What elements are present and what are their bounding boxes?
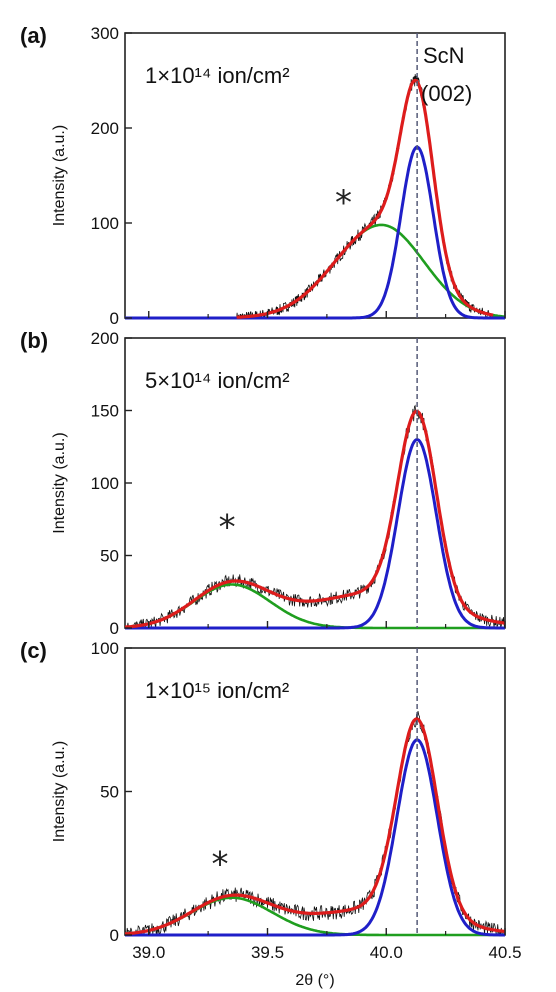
panel-0-ytick-label: 200	[91, 119, 119, 138]
panel-2-annotation-star: *	[212, 844, 229, 884]
panel-1-ytick-label: 150	[91, 402, 119, 421]
panel-2-dose-label: 1×10¹⁵ ion/cm²	[145, 678, 289, 703]
panel-1-ylabel: Intensity (a.u.)	[51, 432, 68, 533]
panel-2-xlabel: 2θ (°)	[295, 972, 334, 989]
panel-2-ylabel: Intensity (a.u.)	[51, 741, 68, 842]
panel-1-dose-label: 5×10¹⁴ ion/cm²	[145, 368, 290, 393]
panel-1-annotation-star: *	[219, 508, 236, 548]
panel-2-xtick-label: 39.0	[132, 943, 165, 962]
panel-0-annotation-star: *	[335, 183, 352, 223]
panel-1-peak-secondary	[124, 583, 505, 630]
panel-0-ytick-label: 100	[91, 214, 119, 233]
panel-2-peak-main	[125, 738, 505, 937]
panel-2-ytick-label: 0	[110, 926, 119, 945]
panel-0-ylabel: Intensity (a.u.)	[51, 125, 68, 226]
panel-0-label: (a)	[20, 23, 47, 48]
panel-1-ytick-label: 50	[100, 547, 119, 566]
panel-2-fit-total	[124, 717, 506, 936]
panel-2-ytick-label: 100	[91, 639, 119, 658]
panel-0-ytick-label: 0	[110, 309, 119, 328]
panel-1-fit-total	[124, 409, 506, 629]
panel-0-fit-total	[236, 78, 494, 319]
panel-0-ytick-label: 300	[91, 24, 119, 43]
panel-0-dose-label: 1×10¹⁴ ion/cm²	[145, 63, 290, 88]
panel-1-ytick-label: 0	[110, 619, 119, 638]
panel-2-measured-data	[124, 711, 506, 937]
panel-1-ytick-label: 200	[91, 329, 119, 348]
panel-0-peak-label-line1: ScN	[423, 43, 465, 68]
panel-1-label: (b)	[20, 328, 48, 353]
panel-1-ytick-label: 100	[91, 474, 119, 493]
panel-0-peak-label-line2: (002)	[421, 81, 472, 106]
panel-1-measured-data	[124, 404, 506, 629]
panel-2-xtick-label: 40.5	[488, 943, 521, 962]
panel-1-peak-main	[125, 438, 505, 630]
panel-0-peak-main	[125, 145, 505, 320]
panel-2-label: (c)	[20, 638, 47, 663]
panel-2-ytick-label: 50	[100, 783, 119, 802]
panel-2-xtick-label: 39.5	[251, 943, 284, 962]
panel-2-xtick-label: 40.0	[370, 943, 403, 962]
